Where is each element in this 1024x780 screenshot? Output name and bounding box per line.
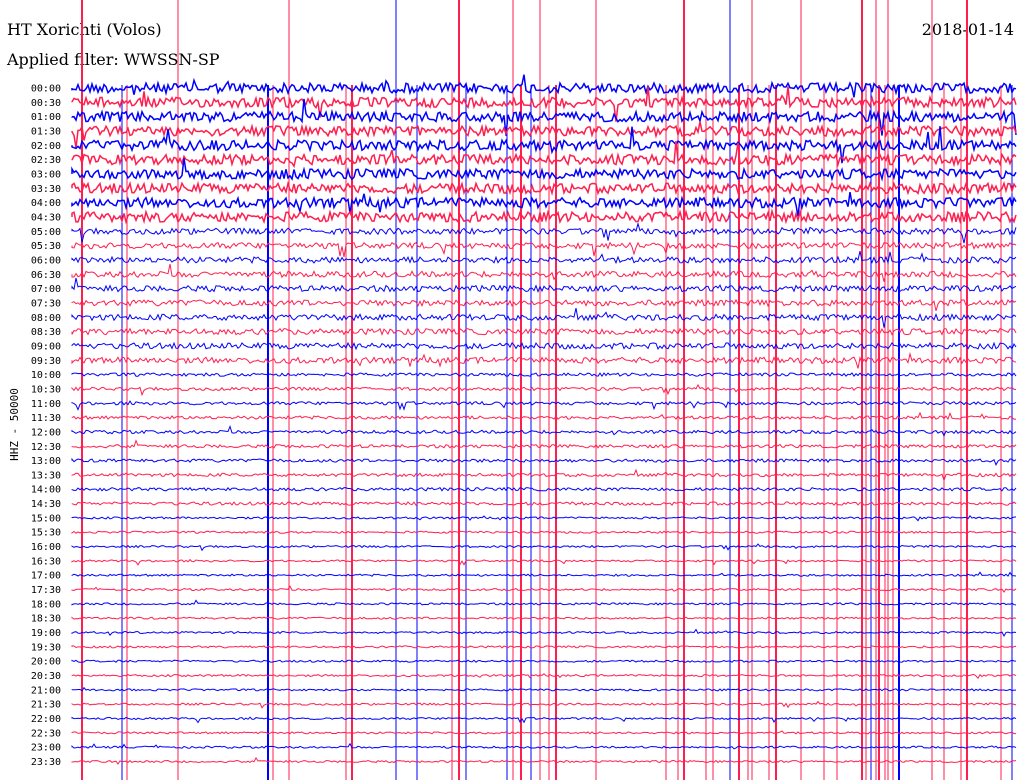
trace-row-1800	[71, 599, 1017, 606]
time-tick-label: 03:30	[31, 184, 61, 195]
trace-row-0000	[71, 74, 1017, 98]
time-tick-label: 14:00	[31, 485, 61, 496]
time-tick-label: 10:00	[31, 370, 61, 381]
trace-row-1600	[71, 543, 1017, 552]
trace-row-0630	[71, 263, 1017, 282]
time-tick-label: 20:30	[31, 671, 61, 682]
trace-row-0530	[71, 241, 1017, 258]
time-tick-label: 07:30	[31, 298, 61, 309]
time-tick-label: 17:00	[31, 571, 61, 582]
trace-row-0930	[71, 351, 1017, 369]
trace-row-0600	[71, 250, 1017, 265]
time-tick-label: 21:30	[31, 700, 61, 711]
trace-row-0230	[71, 141, 1017, 169]
time-tick-label: 05:00	[31, 227, 61, 238]
time-tick-label: 23:30	[31, 757, 61, 768]
time-tick-label: 13:00	[31, 456, 61, 467]
trace-row-1530	[71, 530, 1017, 534]
trace-row-0300	[71, 158, 1017, 182]
time-tick-label: 03:00	[31, 169, 61, 180]
time-tick-label: 00:30	[31, 98, 61, 109]
time-tick-label: 00:00	[31, 84, 61, 95]
trace-row-0900	[71, 341, 1017, 351]
trace-row-2200	[71, 716, 1017, 724]
time-tick-label: 19:00	[31, 628, 61, 639]
trace-row-2300	[71, 742, 1017, 750]
trace-row-1430	[71, 501, 1017, 507]
time-tick-label: 17:30	[31, 585, 61, 596]
time-tick-label: 08:30	[31, 327, 61, 338]
trace-row-1630	[71, 558, 1017, 566]
trace-row-2330	[71, 757, 1017, 765]
time-tick-label: 19:30	[31, 642, 61, 653]
time-tick-label: 02:00	[31, 141, 61, 152]
trace-row-1130	[71, 411, 1017, 421]
trace-row-1900	[71, 628, 1017, 638]
trace-row-1500	[71, 514, 1017, 522]
time-tick-label: 07:00	[31, 284, 61, 295]
time-tick-label: 05:30	[31, 241, 61, 252]
trace-row-1200	[71, 425, 1017, 438]
time-tick-label: 22:30	[31, 728, 61, 739]
trace-row-0430	[71, 208, 1017, 225]
trace-row-2130	[71, 700, 1017, 709]
time-tick-label: 14:30	[31, 499, 61, 510]
trace-row-1030	[71, 383, 1017, 397]
time-tick-label: 22:00	[31, 714, 61, 725]
time-tick-label: 12:30	[31, 442, 61, 453]
trace-row-0100	[71, 98, 1017, 136]
time-tick-label: 09:00	[31, 341, 61, 352]
time-tick-label: 02:30	[31, 155, 61, 166]
time-tick-label: 11:30	[31, 413, 61, 424]
time-tick-label: 23:00	[31, 743, 61, 754]
time-tick-label: 10:30	[31, 384, 61, 395]
trace-row-1700	[71, 571, 1017, 577]
trace-row-0200	[71, 126, 1017, 164]
time-tick-label: 09:30	[31, 356, 61, 367]
time-tick-label: 16:30	[31, 556, 61, 567]
trace-row-1300	[71, 457, 1017, 466]
trace-row-0030	[71, 86, 1017, 122]
time-tick-label: 01:00	[31, 112, 61, 123]
time-tick-label: 18:30	[31, 614, 61, 625]
time-tick-label: 01:30	[31, 126, 61, 137]
trace-row-0800	[71, 307, 1017, 328]
trace-row-1000	[71, 371, 1017, 377]
trace-row-1400	[71, 486, 1017, 492]
time-tick-label: 06:30	[31, 270, 61, 281]
time-tick-label: 08:00	[31, 313, 61, 324]
trace-row-1330	[71, 468, 1017, 482]
time-tick-label: 04:30	[31, 212, 61, 223]
trace-row-0730	[71, 298, 1017, 311]
time-tick-label: 15:00	[31, 513, 61, 524]
trace-row-2030	[71, 673, 1017, 680]
trace-row-0830	[71, 327, 1017, 336]
time-tick-label: 13:30	[31, 470, 61, 481]
time-tick-label: 15:30	[31, 528, 61, 539]
trace-row-0130	[71, 121, 1017, 149]
trace-row-1830	[71, 616, 1017, 620]
filter-label: Applied filter: WWSSN-SP	[7, 50, 220, 69]
trace-row-1730	[71, 585, 1017, 593]
trace-row-1930	[71, 645, 1017, 649]
time-tick-label: 06:00	[31, 255, 61, 266]
time-tick-label: 11:00	[31, 399, 61, 410]
station-title: HT Xorichti (Volos)	[7, 20, 162, 39]
time-tick-label: 20:00	[31, 657, 61, 668]
time-tick-label: 04:00	[31, 198, 61, 209]
trace-row-2000	[71, 659, 1017, 663]
trace-row-1230	[71, 439, 1017, 449]
time-tick-label: 21:00	[31, 685, 61, 696]
trace-row-0400	[71, 191, 1017, 217]
time-tick-label: 18:00	[31, 599, 61, 610]
trace-row-0330	[71, 180, 1017, 196]
time-tick-label: 16:00	[31, 542, 61, 553]
trace-row-0700	[71, 277, 1017, 294]
trace-row-2230	[71, 730, 1016, 735]
trace-row-1100	[71, 400, 1017, 411]
trace-row-2100	[71, 686, 1016, 692]
trace-row-0500	[71, 221, 1017, 244]
time-tick-label: 12:00	[31, 427, 61, 438]
